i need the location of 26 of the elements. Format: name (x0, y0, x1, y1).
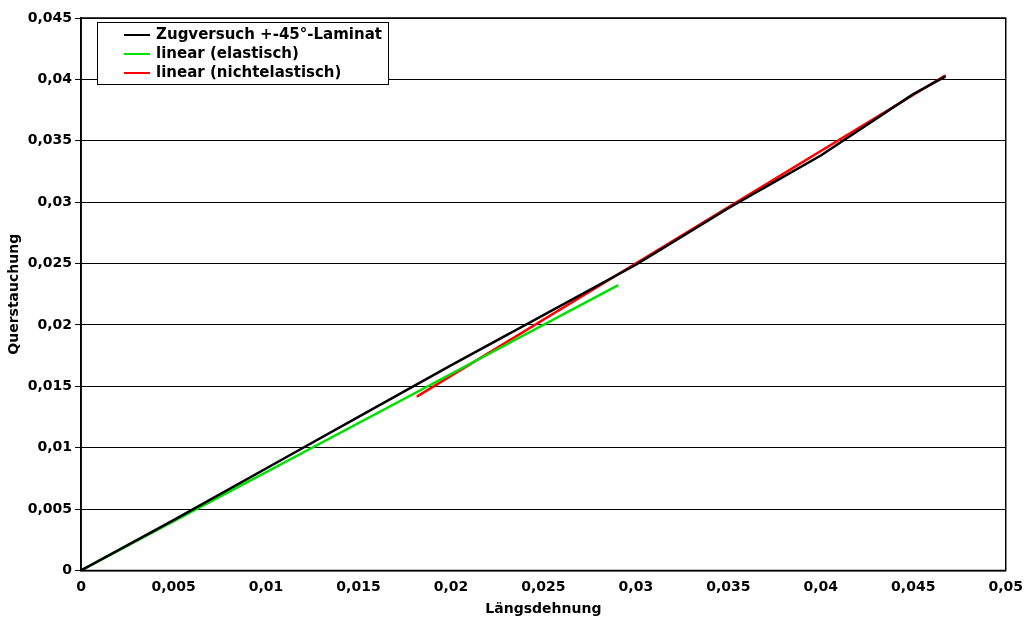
x-tick-label: 0,015 (336, 578, 381, 595)
x-tick-label: 0,04 (803, 578, 839, 595)
x-tick-label: 0,02 (433, 578, 469, 595)
x-tick-label: 0 (76, 578, 87, 595)
y-tick-label: 0 (62, 561, 73, 578)
x-tick-label: 0,005 (151, 578, 196, 595)
x-tick-label: 0,03 (618, 578, 654, 595)
legend-label: Zugversuch +-45°-Laminat (156, 25, 382, 44)
y-tick-label: 0,005 (27, 499, 73, 516)
y-tick-label: 0,045 (27, 8, 73, 25)
x-axis-title: Längsdehnung (485, 600, 602, 617)
legend-label: linear (nichtelastisch) (156, 63, 342, 82)
y-tick-label: 0,04 (37, 70, 73, 87)
y-tick-label: 0,015 (27, 376, 73, 393)
y-tick-label: 0,02 (37, 315, 73, 332)
legend-label: linear (elastisch) (156, 44, 299, 63)
x-tick-label: 0,035 (706, 578, 751, 595)
x-tick-label: 0,05 (988, 578, 1023, 595)
x-tick-label: 0,025 (521, 578, 566, 595)
y-tick-label: 0,025 (27, 254, 73, 271)
y-axis-title: Querstauchung (5, 233, 22, 355)
x-tick-label: 0,045 (891, 578, 936, 595)
y-tick-label: 0,035 (27, 131, 73, 148)
x-tick-label: 0,01 (248, 578, 284, 595)
y-tick-label: 0,01 (37, 438, 73, 455)
y-tick-label: 0,03 (37, 192, 73, 209)
